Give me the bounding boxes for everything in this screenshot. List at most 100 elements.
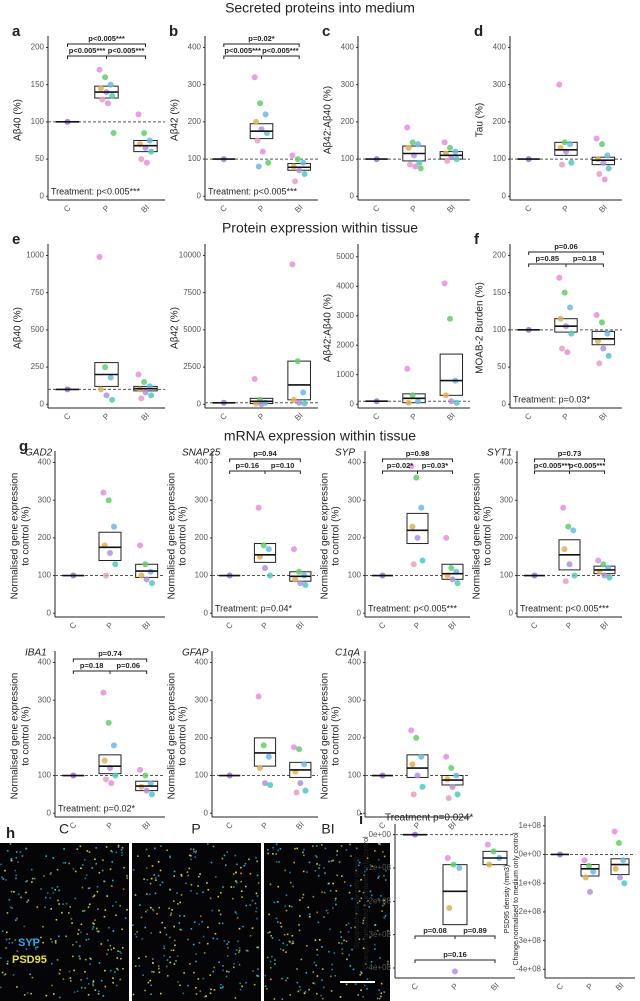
puncta <box>303 854 305 857</box>
puncta <box>288 940 291 943</box>
puncta <box>73 969 75 972</box>
puncta <box>343 881 346 883</box>
data-point <box>601 176 608 183</box>
puncta <box>282 949 285 952</box>
puncta <box>277 921 279 923</box>
data-point <box>408 727 415 734</box>
puncta <box>165 933 168 936</box>
data-point <box>615 839 622 846</box>
puncta <box>312 971 315 973</box>
x-tick-label: C <box>523 411 534 422</box>
puncta <box>188 867 191 870</box>
y-tick-label: 200 <box>500 533 514 542</box>
crossbar-box <box>98 531 122 561</box>
data-point <box>290 546 297 553</box>
puncta <box>197 875 200 878</box>
puncta <box>189 854 191 857</box>
y-tick-label: 4000 <box>336 281 354 290</box>
data-point <box>560 504 567 511</box>
puncta <box>197 978 200 980</box>
puncta <box>50 938 52 940</box>
puncta <box>269 931 271 933</box>
puncta <box>206 843 209 845</box>
puncta <box>336 874 338 877</box>
x-tick-label: P <box>256 412 266 422</box>
puncta <box>362 919 365 922</box>
puncta <box>94 989 97 991</box>
data-point <box>448 565 455 572</box>
puncta <box>249 934 252 937</box>
x-tick-label: BI <box>614 981 626 993</box>
puncta <box>180 873 183 876</box>
data-point <box>137 766 144 773</box>
puncta <box>6 849 9 852</box>
y-axis-label: Change normalised to medium only control <box>513 832 520 966</box>
puncta <box>332 859 334 862</box>
puncta <box>187 984 189 987</box>
puncta <box>279 848 282 850</box>
comparison-bracket <box>414 959 496 963</box>
puncta <box>223 854 226 857</box>
puncta <box>285 979 287 982</box>
y-tick-label: 5000 <box>183 325 201 334</box>
crossbar-box <box>439 353 464 396</box>
puncta <box>121 851 123 854</box>
y-tick-label: 400 <box>38 658 52 667</box>
puncta <box>56 886 59 888</box>
data-point <box>138 572 145 579</box>
y-tick-label: 100 <box>348 571 362 580</box>
data-point <box>296 746 303 753</box>
puncta <box>159 869 162 872</box>
data-point <box>415 398 422 405</box>
puncta <box>190 890 192 892</box>
puncta <box>318 864 321 866</box>
puncta <box>7 960 9 963</box>
puncta <box>377 877 379 879</box>
puncta <box>182 992 185 995</box>
y-tick-label: 400 <box>195 658 209 667</box>
puncta <box>366 978 369 980</box>
puncta <box>241 896 243 898</box>
puncta <box>154 892 157 895</box>
puncta <box>138 965 141 967</box>
data-point <box>96 66 103 73</box>
puncta <box>45 855 48 857</box>
puncta <box>238 951 240 954</box>
puncta <box>221 987 224 989</box>
data-point <box>255 693 262 700</box>
data-point <box>142 389 149 396</box>
puncta <box>190 927 193 930</box>
y-tick-label: 400 <box>38 458 52 467</box>
puncta <box>149 979 152 982</box>
puncta <box>77 933 79 935</box>
puncta <box>169 888 171 891</box>
x-tick-label: BI <box>141 620 153 632</box>
puncta <box>341 948 344 950</box>
data-point <box>604 152 611 159</box>
puncta <box>325 909 328 912</box>
puncta <box>80 986 83 989</box>
puncta <box>383 916 386 919</box>
x-tick-label: BI <box>141 820 153 832</box>
puncta <box>87 938 90 941</box>
puncta <box>386 930 389 932</box>
data-point <box>110 742 117 749</box>
puncta <box>380 995 382 998</box>
puncta <box>152 958 154 960</box>
puncta <box>324 872 326 874</box>
puncta <box>301 896 304 899</box>
x-tick-label: C <box>377 820 388 831</box>
puncta <box>152 962 154 964</box>
data-point <box>143 159 150 166</box>
puncta <box>348 954 350 956</box>
data-point <box>417 165 424 172</box>
puncta <box>289 871 291 874</box>
puncta <box>380 992 383 995</box>
puncta <box>318 939 321 941</box>
puncta <box>114 971 116 973</box>
data-point <box>100 489 107 496</box>
y-tick-label: -1e+08 <box>366 863 392 872</box>
x-tick-label: C <box>554 981 565 992</box>
puncta <box>266 956 269 959</box>
comparison-bracket <box>264 470 301 474</box>
